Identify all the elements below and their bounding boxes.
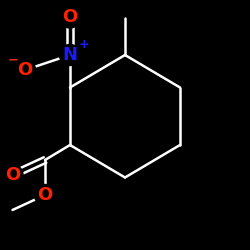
Text: O: O [38, 186, 52, 204]
Text: O: O [5, 166, 20, 184]
Text: +: + [78, 38, 89, 51]
Circle shape [34, 184, 56, 206]
Circle shape [2, 164, 23, 186]
Circle shape [60, 44, 80, 66]
Text: N: N [62, 46, 78, 64]
Circle shape [60, 7, 80, 28]
Text: O: O [18, 61, 32, 79]
Circle shape [14, 60, 36, 80]
Text: O: O [62, 8, 78, 26]
Text: −: − [7, 54, 18, 67]
